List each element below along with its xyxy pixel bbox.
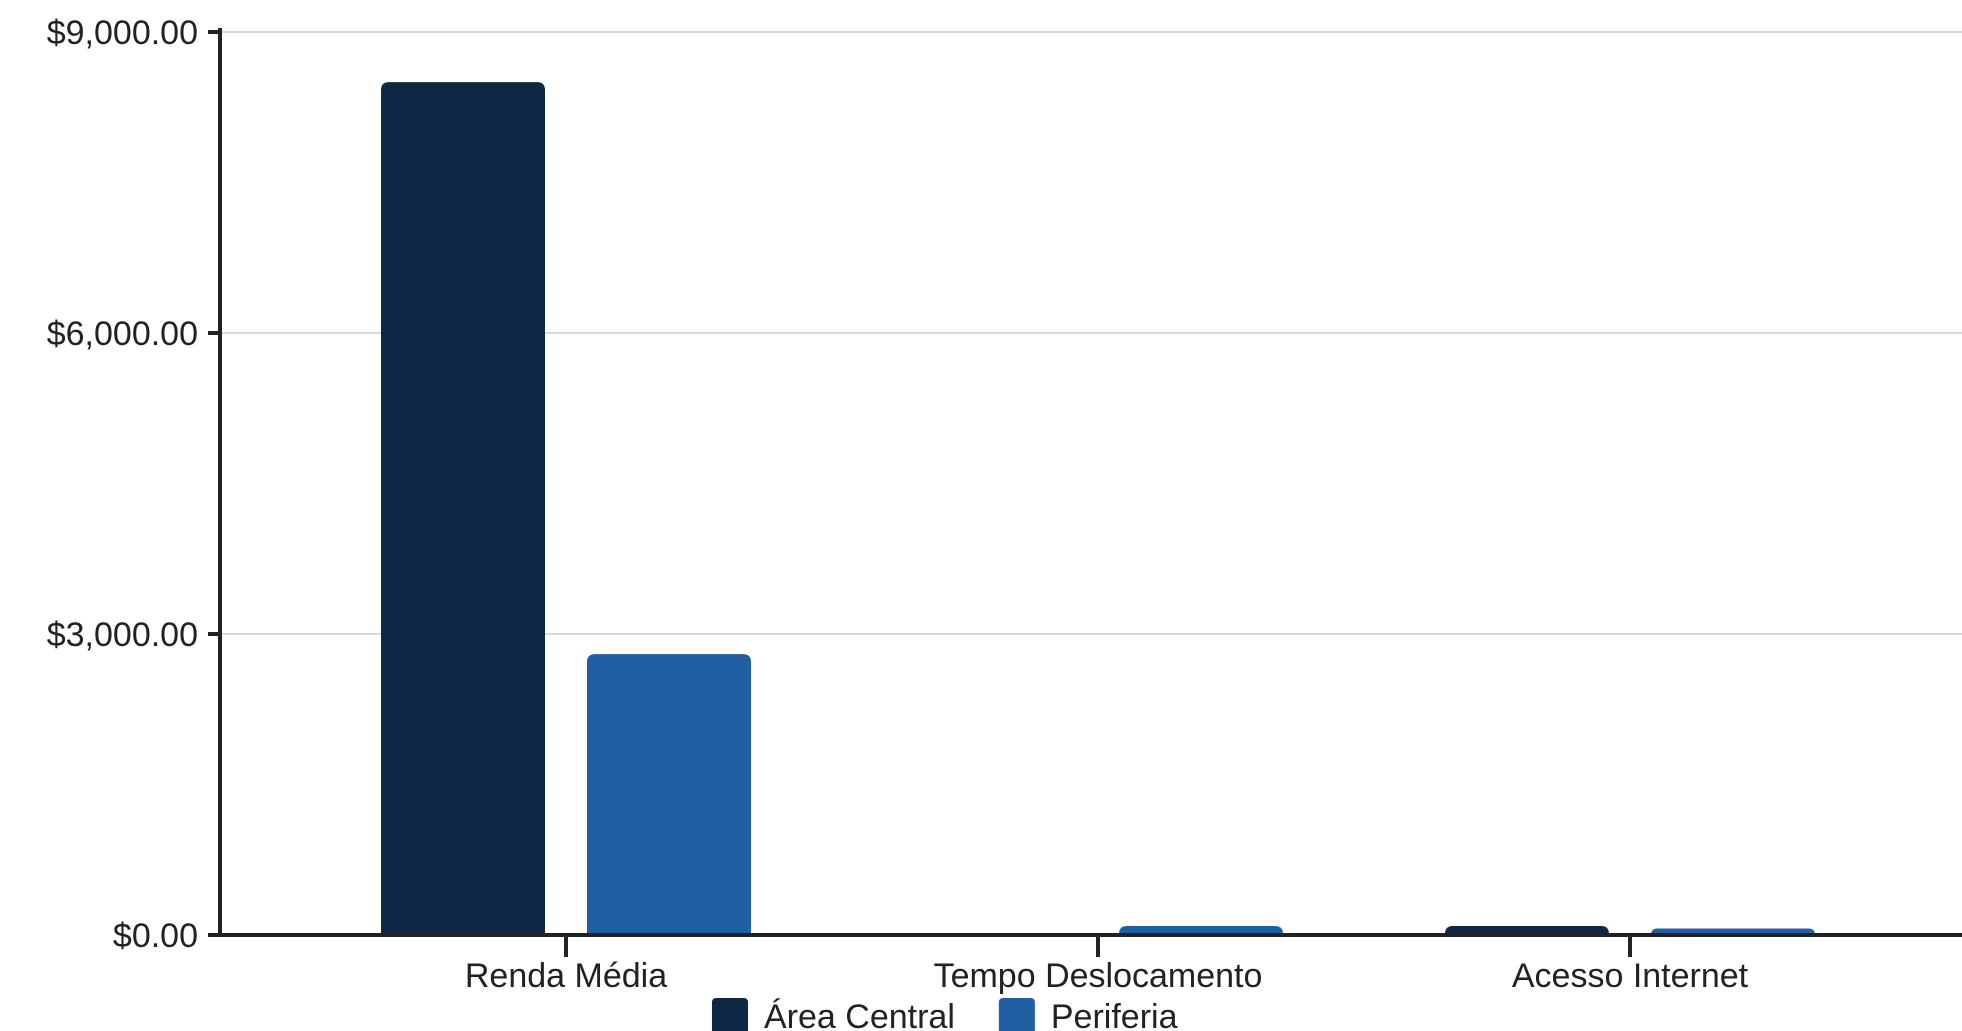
legend: Área Central Periferia [712,998,1178,1031]
bar [1119,925,1283,935]
axes [208,28,1962,957]
bar-series [381,82,1815,935]
y-tick-label: $6,000.00 [47,315,198,353]
bar [587,654,751,935]
legend-label: Área Central [764,998,955,1031]
y-tick-label: $9,000.00 [47,14,198,52]
legend-label: Periferia [1051,998,1178,1031]
legend-swatch [712,998,748,1031]
x-tick-labels: Renda Média Tempo Deslocamento Acesso Inte… [465,957,1749,995]
x-tick-label: Tempo Deslocamento [934,957,1263,995]
bar [1445,925,1609,935]
y-tick-labels: $0.00 $3,000.00 $6,000.00 $9,000.00 [47,14,198,955]
legend-swatch [998,998,1035,1031]
x-tick-label: Renda Média [465,957,667,995]
bar [381,82,545,935]
x-tick-label: Acesso Internet [1512,957,1749,995]
y-tick-label: $0.00 [113,917,198,955]
y-tick-label: $3,000.00 [47,616,198,654]
